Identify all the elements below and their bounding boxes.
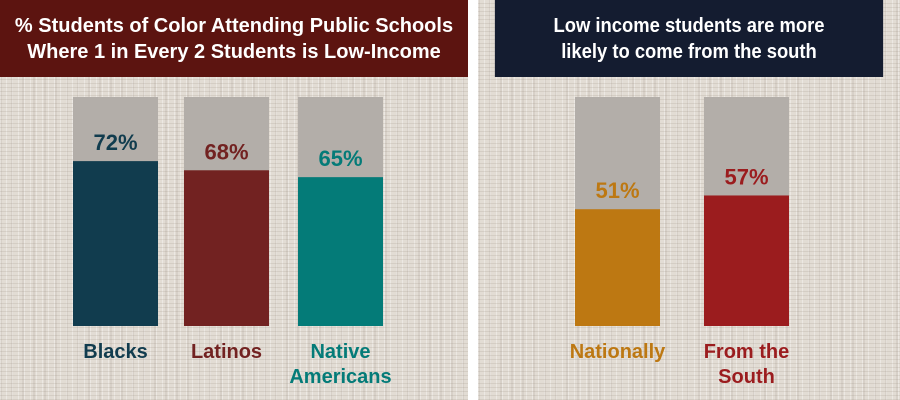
bar (575, 209, 660, 326)
right-chart-title: Low income students are more likely to c… (494, 0, 884, 77)
bar-value-label: 57% (724, 164, 768, 189)
category-label: Blacks (83, 341, 148, 363)
bar-value-label: 72% (93, 130, 137, 155)
right-title-line-2: likely to come from the south (561, 40, 817, 63)
left-title-line-2: Where 1 in Every 2 Students is Low-Incom… (27, 40, 441, 63)
right-chart-panel: Low income students are more likely to c… (478, 0, 900, 400)
bar-group: 57% From the South (704, 97, 790, 388)
bar-value-label: 51% (595, 178, 639, 203)
category-label: South (718, 366, 775, 388)
bar (73, 161, 158, 326)
bar-value-label: 65% (318, 146, 362, 171)
bar-group: 65% Native Americans (289, 97, 392, 388)
right-title-line-1: Low income students are more (553, 14, 825, 37)
left-chart-panel: % Students of Color Attending Public Sch… (0, 0, 468, 400)
category-label: Native (310, 341, 370, 363)
bar-group: 68% Latinos (184, 97, 269, 363)
category-label: Latinos (191, 341, 262, 363)
category-label: From the (704, 341, 790, 363)
bar-group: 72% Blacks (73, 97, 158, 363)
bar (184, 170, 269, 326)
bar (704, 195, 789, 326)
category-label: Americans (289, 366, 391, 388)
category-label: Nationally (570, 341, 666, 363)
bar-value-label: 68% (204, 139, 248, 164)
left-title-line-1: % Students of Color Attending Public Sch… (14, 14, 454, 37)
bar (298, 177, 383, 326)
right-bar-chart: 51% Nationally 57% From the South (570, 97, 790, 388)
left-bar-chart: 72% Blacks 68% Latinos 65% Native Americans (73, 97, 392, 388)
left-chart-title: % Students of Color Attending Public Sch… (0, 0, 468, 77)
bar-group: 51% Nationally (570, 97, 666, 363)
